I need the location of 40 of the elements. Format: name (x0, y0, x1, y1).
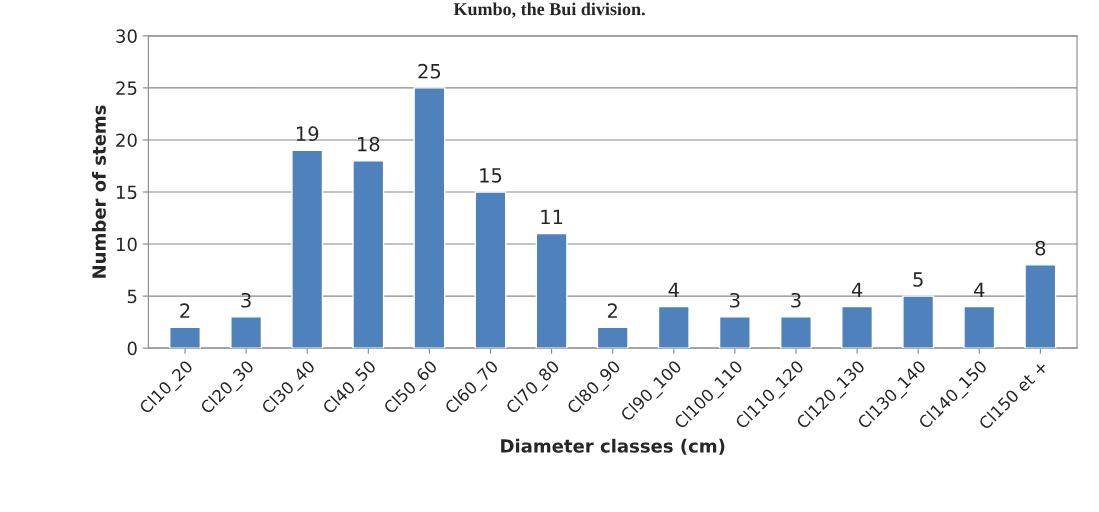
data-label: 25 (418, 63, 441, 79)
y-tick-label: 25 (116, 81, 137, 96)
bar (718, 316, 751, 349)
bar (352, 160, 385, 349)
bar (596, 326, 629, 349)
bar (963, 305, 996, 349)
bar (1024, 264, 1057, 349)
data-label: 3 (241, 292, 251, 308)
y-tick-label: 5 (127, 289, 137, 304)
data-label: 4 (974, 282, 985, 297)
data-label: 19 (296, 126, 319, 142)
data-label: 4 (668, 282, 679, 297)
bar (902, 295, 935, 349)
data-label: 4 (851, 282, 863, 297)
y-tick-label: 20 (116, 133, 137, 148)
data-label: 3 (730, 292, 740, 308)
data-label: 15 (480, 168, 502, 183)
bar (474, 191, 507, 349)
y-tick-label: 30 (116, 29, 137, 43)
bar (169, 326, 201, 349)
y-axis-title: Number of stems (91, 105, 106, 278)
x-axis-title: Diameter classes (cm) (501, 438, 725, 455)
y-tick-label: 10 (116, 237, 137, 252)
data-label: 2 (180, 303, 190, 318)
chart-title: Kumbo, the Bui division. (453, 2, 645, 18)
bar (841, 305, 874, 349)
bar (413, 87, 446, 349)
bar (291, 149, 324, 349)
data-label: 11 (541, 209, 563, 225)
data-label: 5 (913, 272, 923, 287)
bar (657, 305, 690, 349)
data-label: 2 (607, 303, 617, 318)
data-label: 8 (1035, 240, 1046, 256)
bar (780, 316, 812, 349)
data-label: 3 (791, 292, 801, 308)
data-label: 18 (358, 136, 380, 152)
bar (230, 316, 263, 349)
y-tick-label: 15 (116, 185, 137, 200)
bar (535, 232, 568, 349)
y-tick-label: 0 (127, 341, 137, 356)
